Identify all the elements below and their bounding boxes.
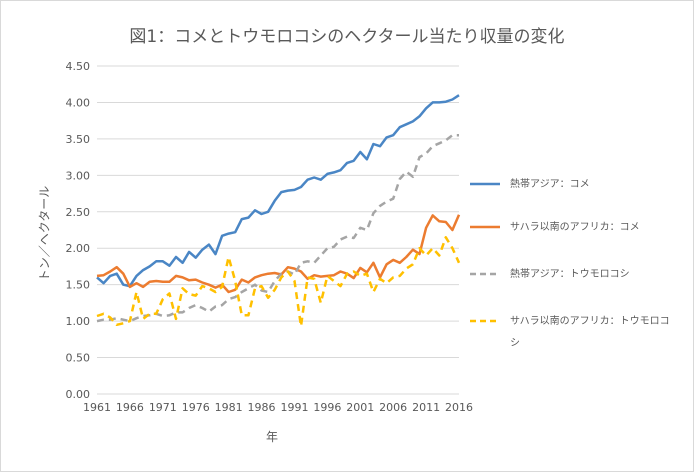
y-tick-label: 3.50: [66, 133, 91, 146]
y-tick-label: 2.00: [66, 242, 91, 255]
series-line-1: [96, 214, 461, 294]
x-tick-label: 1976: [182, 401, 210, 414]
x-tick-label: 1971: [149, 401, 177, 414]
x-tick-label: 1961: [83, 401, 111, 414]
legend-label-asia-rice: 熱帯アジア：コメ: [510, 179, 590, 190]
series-line-0: [96, 94, 460, 288]
x-axis-label: 年: [265, 430, 278, 444]
x-tick-label: 2016: [445, 401, 473, 414]
x-tick-label: 2006: [379, 401, 407, 414]
series-line-2: [96, 133, 459, 323]
chart-title: 図1：コメとトウモロコシのヘクタール当たり収量の変化: [129, 27, 565, 47]
x-tick-label: 1966: [116, 401, 144, 414]
x-tick-label: 1981: [215, 401, 243, 414]
y-tick-label: 4.50: [66, 60, 91, 73]
x-tick-label: 2011: [412, 401, 440, 414]
x-tick-label: 1996: [313, 401, 341, 414]
legend-label-africa-rice: サハラ以南のアフリカ：コメ: [510, 222, 640, 233]
y-tick-label: 3.00: [66, 169, 91, 182]
x-tick-label: 1991: [280, 401, 308, 414]
legend-label-asia-maize: 熱帯アジア：トウモロコシ: [510, 269, 630, 280]
y-tick-label: 0.50: [66, 352, 91, 365]
y-tick-label: 0.00: [66, 388, 91, 401]
x-tick-label: 2001: [346, 401, 374, 414]
legend-label-africa-maize: サハラ以南のアフリカ：トウモロコシ: [510, 316, 670, 349]
y-tick-label: 1.50: [66, 279, 91, 292]
y-tick-label: 2.50: [66, 206, 91, 219]
x-tick-label: 1986: [248, 401, 276, 414]
y-tick-label: 1.00: [66, 315, 91, 328]
y-tick-label: 4.00: [66, 96, 91, 109]
series-line-3: [96, 236, 461, 328]
